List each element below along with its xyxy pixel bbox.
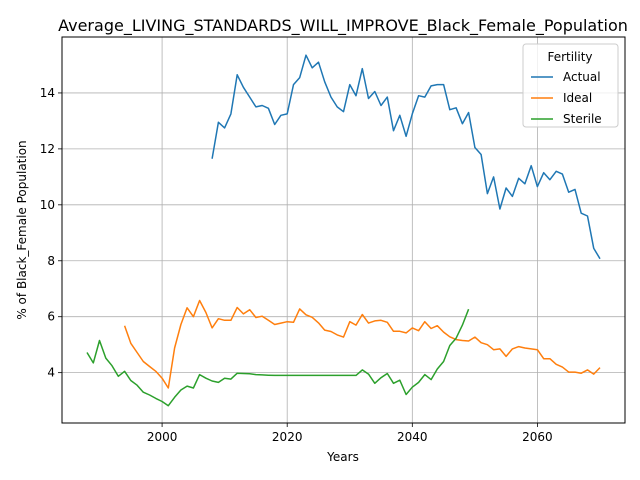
y-tick-label: 12 [40,142,55,156]
x-axis-label: Years [326,450,359,464]
x-tick-label: 2060 [522,430,553,444]
legend-label-sterile: Sterile [563,112,602,126]
y-tick-label: 8 [47,254,55,268]
plot-lines [86,54,601,407]
chart-title: Average_LIVING_STANDARDS_WILL_IMPROVE_Bl… [58,16,628,36]
legend-entries: Actual Ideal Sterile [531,70,602,126]
y-tick-label: 10 [40,198,55,212]
plot-frame [61,36,626,424]
x-tick-label: 2040 [397,430,428,444]
x-tick-label: 2000 [147,430,178,444]
series-line-sterile [86,308,470,407]
y-tick-label: 4 [47,366,55,380]
series-line-ideal [123,299,601,389]
legend-label-ideal: Ideal [563,91,592,105]
series-line-actual [211,54,601,260]
y-tick-label: 6 [47,310,55,324]
y-tick-label: 14 [40,86,55,100]
y-axis-label: % of Black_Female Population [15,140,29,319]
legend: Fertility Actual Ideal Sterile [522,43,619,128]
x-tick-label: 2020 [272,430,303,444]
axis-ticks: 2000 2020 2040 2060 4 6 8 10 12 14 [40,86,553,444]
legend-title: Fertility [547,50,592,64]
legend-label-actual: Actual [563,70,601,84]
legend-box [522,43,619,128]
